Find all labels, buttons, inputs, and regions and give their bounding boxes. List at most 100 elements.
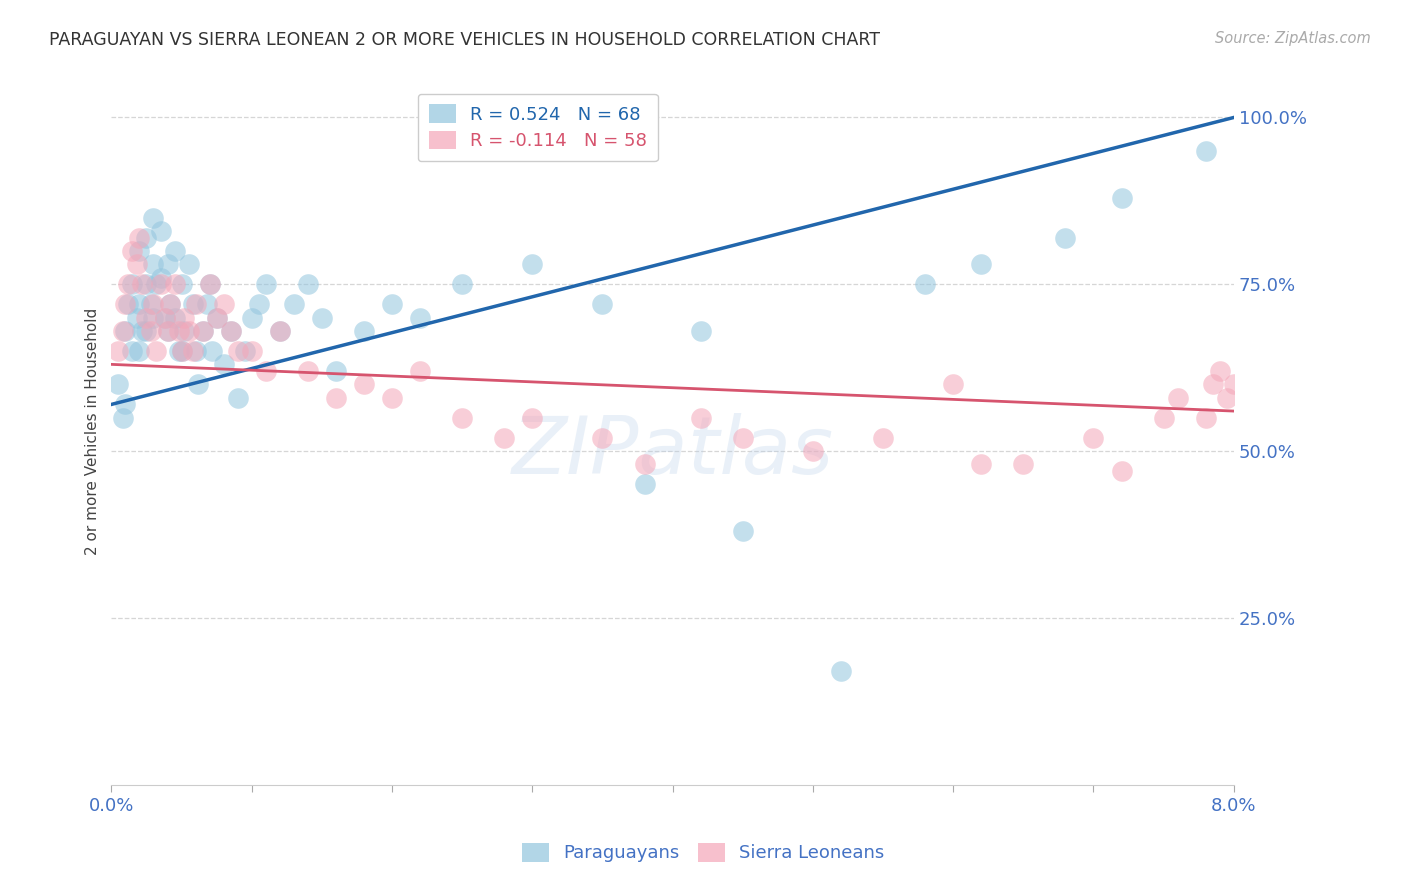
Point bbox=[240, 310, 263, 325]
Point bbox=[177, 257, 200, 271]
Point bbox=[353, 377, 375, 392]
Point bbox=[254, 364, 277, 378]
Point bbox=[522, 257, 544, 271]
Point bbox=[494, 431, 516, 445]
Point bbox=[184, 344, 207, 359]
Point bbox=[128, 297, 150, 311]
Point bbox=[128, 230, 150, 244]
Point bbox=[381, 391, 404, 405]
Point bbox=[409, 310, 432, 325]
Point bbox=[212, 357, 235, 371]
Point bbox=[297, 277, 319, 292]
Point bbox=[689, 410, 711, 425]
Point bbox=[177, 324, 200, 338]
Point bbox=[107, 344, 129, 359]
Point bbox=[1209, 364, 1232, 378]
Point bbox=[1111, 464, 1133, 478]
Point bbox=[283, 297, 305, 311]
Point bbox=[145, 277, 167, 292]
Point bbox=[153, 310, 176, 325]
Point bbox=[269, 324, 291, 338]
Point bbox=[187, 377, 209, 392]
Point bbox=[689, 324, 711, 338]
Point bbox=[114, 397, 136, 411]
Point bbox=[121, 344, 143, 359]
Point bbox=[522, 410, 544, 425]
Point bbox=[191, 324, 214, 338]
Point bbox=[128, 344, 150, 359]
Point bbox=[142, 297, 165, 311]
Point bbox=[121, 277, 143, 292]
Point bbox=[1012, 458, 1035, 472]
Point bbox=[226, 391, 249, 405]
Point bbox=[1111, 190, 1133, 204]
Point bbox=[195, 297, 218, 311]
Point bbox=[591, 431, 613, 445]
Point bbox=[297, 364, 319, 378]
Point bbox=[114, 297, 136, 311]
Point bbox=[325, 364, 347, 378]
Point bbox=[942, 377, 965, 392]
Point bbox=[409, 364, 432, 378]
Point bbox=[167, 344, 190, 359]
Point bbox=[226, 344, 249, 359]
Y-axis label: 2 or more Vehicles in Household: 2 or more Vehicles in Household bbox=[86, 308, 100, 555]
Point bbox=[219, 324, 242, 338]
Point bbox=[149, 277, 172, 292]
Point bbox=[1202, 377, 1225, 392]
Point bbox=[181, 344, 204, 359]
Point bbox=[142, 257, 165, 271]
Point bbox=[163, 244, 186, 258]
Legend: R = 0.524   N = 68, R = -0.114   N = 58: R = 0.524 N = 68, R = -0.114 N = 58 bbox=[418, 94, 658, 161]
Legend: Paraguayans, Sierra Leoneans: Paraguayans, Sierra Leoneans bbox=[515, 836, 891, 870]
Point bbox=[170, 277, 193, 292]
Point bbox=[117, 297, 139, 311]
Point bbox=[353, 324, 375, 338]
Point bbox=[153, 310, 176, 325]
Point bbox=[1223, 377, 1246, 392]
Point bbox=[121, 244, 143, 258]
Point bbox=[1195, 144, 1218, 158]
Point bbox=[142, 211, 165, 225]
Point bbox=[163, 310, 186, 325]
Point bbox=[184, 297, 207, 311]
Point bbox=[170, 344, 193, 359]
Point bbox=[167, 324, 190, 338]
Point bbox=[1167, 391, 1189, 405]
Point bbox=[128, 244, 150, 258]
Point bbox=[135, 277, 157, 292]
Point bbox=[325, 391, 347, 405]
Text: ZIPatlas: ZIPatlas bbox=[512, 413, 834, 491]
Point bbox=[1153, 410, 1175, 425]
Point bbox=[135, 230, 157, 244]
Point bbox=[173, 310, 195, 325]
Point bbox=[156, 257, 179, 271]
Point bbox=[170, 344, 193, 359]
Point bbox=[156, 324, 179, 338]
Point bbox=[633, 477, 655, 491]
Point bbox=[633, 458, 655, 472]
Point bbox=[131, 324, 153, 338]
Point bbox=[1216, 391, 1239, 405]
Point bbox=[219, 324, 242, 338]
Point bbox=[269, 324, 291, 338]
Point bbox=[125, 257, 148, 271]
Point bbox=[156, 324, 179, 338]
Point bbox=[233, 344, 256, 359]
Point bbox=[139, 324, 162, 338]
Point bbox=[142, 310, 165, 325]
Point bbox=[181, 297, 204, 311]
Point bbox=[212, 297, 235, 311]
Point bbox=[914, 277, 936, 292]
Point bbox=[872, 431, 894, 445]
Point bbox=[205, 310, 228, 325]
Point bbox=[163, 277, 186, 292]
Point bbox=[1083, 431, 1105, 445]
Point bbox=[970, 257, 993, 271]
Point bbox=[1195, 410, 1218, 425]
Point bbox=[451, 410, 474, 425]
Point bbox=[107, 377, 129, 392]
Point bbox=[970, 458, 993, 472]
Point bbox=[117, 277, 139, 292]
Point bbox=[135, 324, 157, 338]
